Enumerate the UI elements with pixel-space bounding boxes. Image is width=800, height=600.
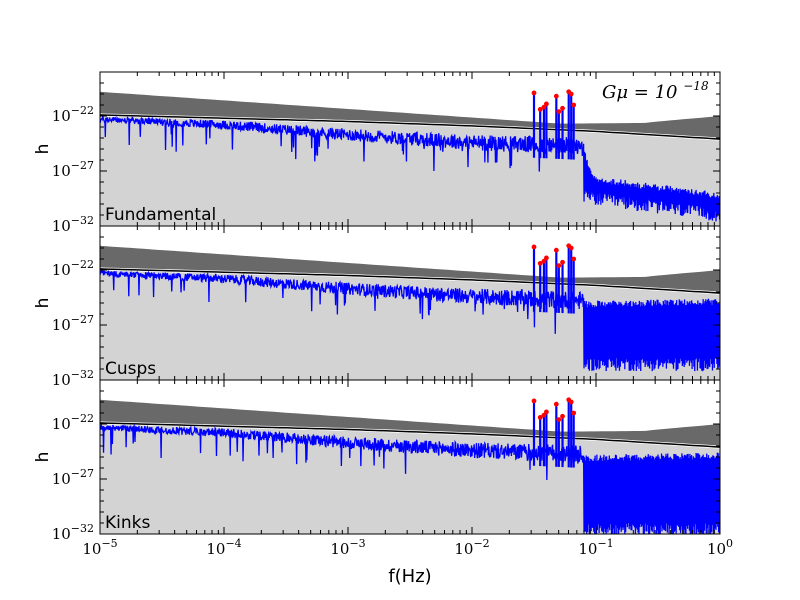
peak-marker [568,399,574,405]
peak-marker [541,412,547,418]
peak-marker [560,259,565,265]
series-reference-curve [100,268,720,294]
y-axis-label: h [33,144,53,155]
sensitivity-band-dark [100,245,720,294]
peak-marker [537,415,543,420]
peak-marker [537,261,543,266]
x-tick-label: 10−2 [454,537,489,558]
x-axis-label: f(Hz) [388,566,431,587]
series-blue-signal [100,115,720,222]
series-reference-curve [100,114,720,140]
peak-marker [571,102,577,108]
series-blue-signal [100,268,720,372]
x-tick-label: 10−1 [578,537,613,558]
x-tick-labels: 10−5 10−4 10−3 10−2 10−1 100 [82,537,733,558]
sensitivity-band-dark [100,399,720,448]
peak-marker [541,104,547,110]
x-tick-label: 10−4 [206,537,241,558]
panel-cusps: 10−32 10−27 10−22 h Cusps [33,225,721,389]
peak-marker [556,263,562,268]
peak-marker [556,109,562,114]
panel-kinks: 10−32 10−27 10−22 h Kinks [33,379,721,543]
y-tick-label: 10−27 [52,467,94,488]
peak-marker [544,409,549,415]
x-tick-label: 100 [707,537,733,558]
panel-label: Cusps [105,359,156,379]
peak-marker [568,91,574,97]
peak-marker [553,93,559,99]
x-tick-label: 10−3 [330,537,365,558]
peak-marker [531,244,537,250]
peak-marker [571,256,577,262]
annotation-exponent: −18 [683,79,709,93]
panel-plot-area [100,397,720,534]
peak-marker [537,107,543,112]
y-tick-label: 10−22 [52,412,94,433]
annotation-text: Gμ = 10 −18 [602,79,709,103]
sensitivity-band-dark [100,91,720,140]
annotation-main: Gμ = 10 [602,82,678,103]
peak-marker [556,417,562,422]
peak-marker [553,401,559,407]
y-tick-label: 10−22 [52,104,94,125]
series-reference-curve [100,422,720,448]
peak-marker [568,245,574,251]
y-tick-label: 10−27 [52,313,94,334]
y-tick-label: 10−32 [52,368,94,389]
peak-marker [531,90,537,96]
y-tick-label: 10−27 [52,159,94,180]
y-tick-label: 10−32 [52,522,94,543]
panel-fundamental: 10−32 10−27 10−22 h Fundamental [33,71,721,235]
panel-plot-area [100,89,720,226]
panels: 10−3210−2710−22hFundamental10−3210−2710−… [33,71,721,543]
panel-label: Kinks [105,513,150,533]
y-axis-label: h [33,452,53,463]
peak-marker [541,258,547,264]
peak-marker [560,413,565,419]
peak-marker [560,105,565,111]
y-tick-label: 10−22 [52,258,94,279]
peak-marker [553,247,559,253]
y-axis-label: h [33,298,53,309]
panel-plot-area [100,243,720,380]
y-tick-label: 10−32 [52,214,94,235]
panel-label: Fundamental [105,205,216,225]
peak-marker [544,255,549,261]
peak-marker [544,101,549,107]
peak-marker [571,410,577,416]
series-blue-signal [100,423,720,534]
x-tick-label: 10−5 [82,537,117,558]
peak-marker [531,398,537,404]
